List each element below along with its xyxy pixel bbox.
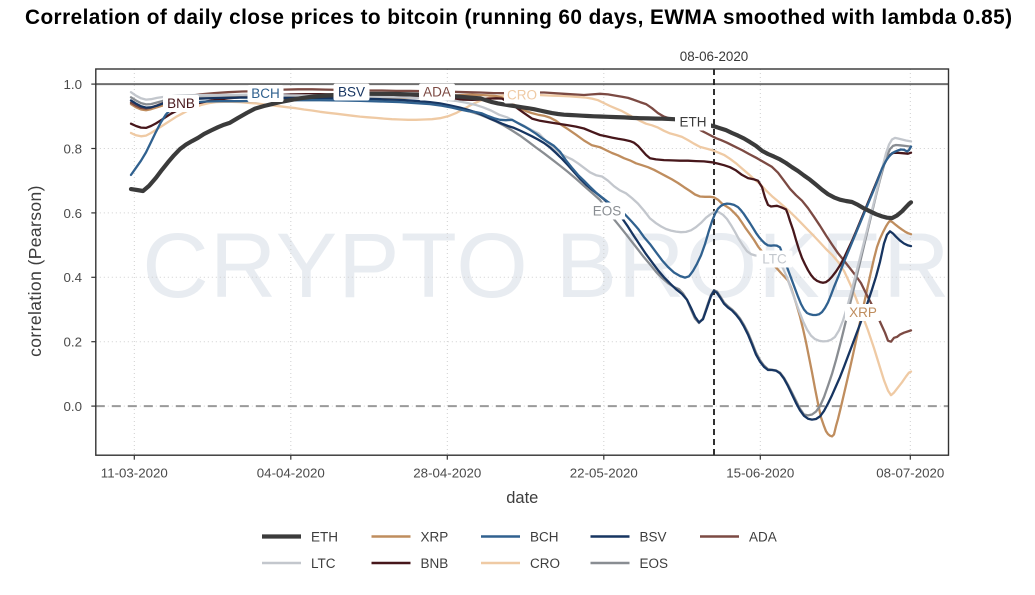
svg-text:1.0: 1.0	[64, 77, 83, 92]
svg-text:BSV: BSV	[640, 529, 667, 544]
svg-text:BCH: BCH	[251, 86, 280, 101]
svg-text:08-06-2020: 08-06-2020	[680, 49, 749, 64]
svg-text:04-04-2020: 04-04-2020	[257, 466, 325, 481]
svg-text:22-05-2020: 22-05-2020	[570, 466, 638, 481]
svg-text:EOS: EOS	[593, 204, 622, 219]
svg-text:0.2: 0.2	[64, 335, 83, 350]
svg-text:Correlation of daily close pri: Correlation of daily close prices to bit…	[25, 6, 1012, 29]
svg-text:ETH: ETH	[680, 115, 707, 130]
svg-text:BNB: BNB	[421, 556, 449, 571]
svg-text:ADA: ADA	[749, 529, 777, 544]
svg-text:ADA: ADA	[423, 85, 451, 100]
svg-text:ETH: ETH	[311, 529, 338, 544]
svg-text:XRP: XRP	[421, 529, 449, 544]
svg-text:0.4: 0.4	[64, 270, 83, 285]
svg-text:15-06-2020: 15-06-2020	[726, 466, 794, 481]
svg-text:08-07-2020: 08-07-2020	[876, 466, 944, 481]
svg-text:correlation (Pearson): correlation (Pearson)	[25, 185, 45, 357]
svg-text:BCH: BCH	[530, 529, 559, 544]
svg-text:XRP: XRP	[849, 305, 877, 320]
svg-text:date: date	[506, 489, 538, 507]
svg-text:CRO: CRO	[530, 556, 560, 571]
svg-text:11-03-2020: 11-03-2020	[101, 466, 168, 481]
svg-text:LTC: LTC	[311, 556, 336, 571]
svg-text:0.6: 0.6	[64, 206, 83, 221]
svg-text:0.8: 0.8	[64, 141, 83, 156]
svg-text:CRO: CRO	[507, 88, 537, 103]
svg-text:BSV: BSV	[338, 85, 365, 100]
svg-text:0.0: 0.0	[64, 399, 83, 414]
svg-text:28-04-2020: 28-04-2020	[413, 466, 481, 481]
svg-text:EOS: EOS	[640, 556, 669, 571]
svg-text:BNB: BNB	[167, 96, 195, 111]
svg-text:LTC: LTC	[762, 252, 787, 267]
svg-text:CRYPTO BROKER: CRYPTO BROKER	[142, 215, 950, 317]
